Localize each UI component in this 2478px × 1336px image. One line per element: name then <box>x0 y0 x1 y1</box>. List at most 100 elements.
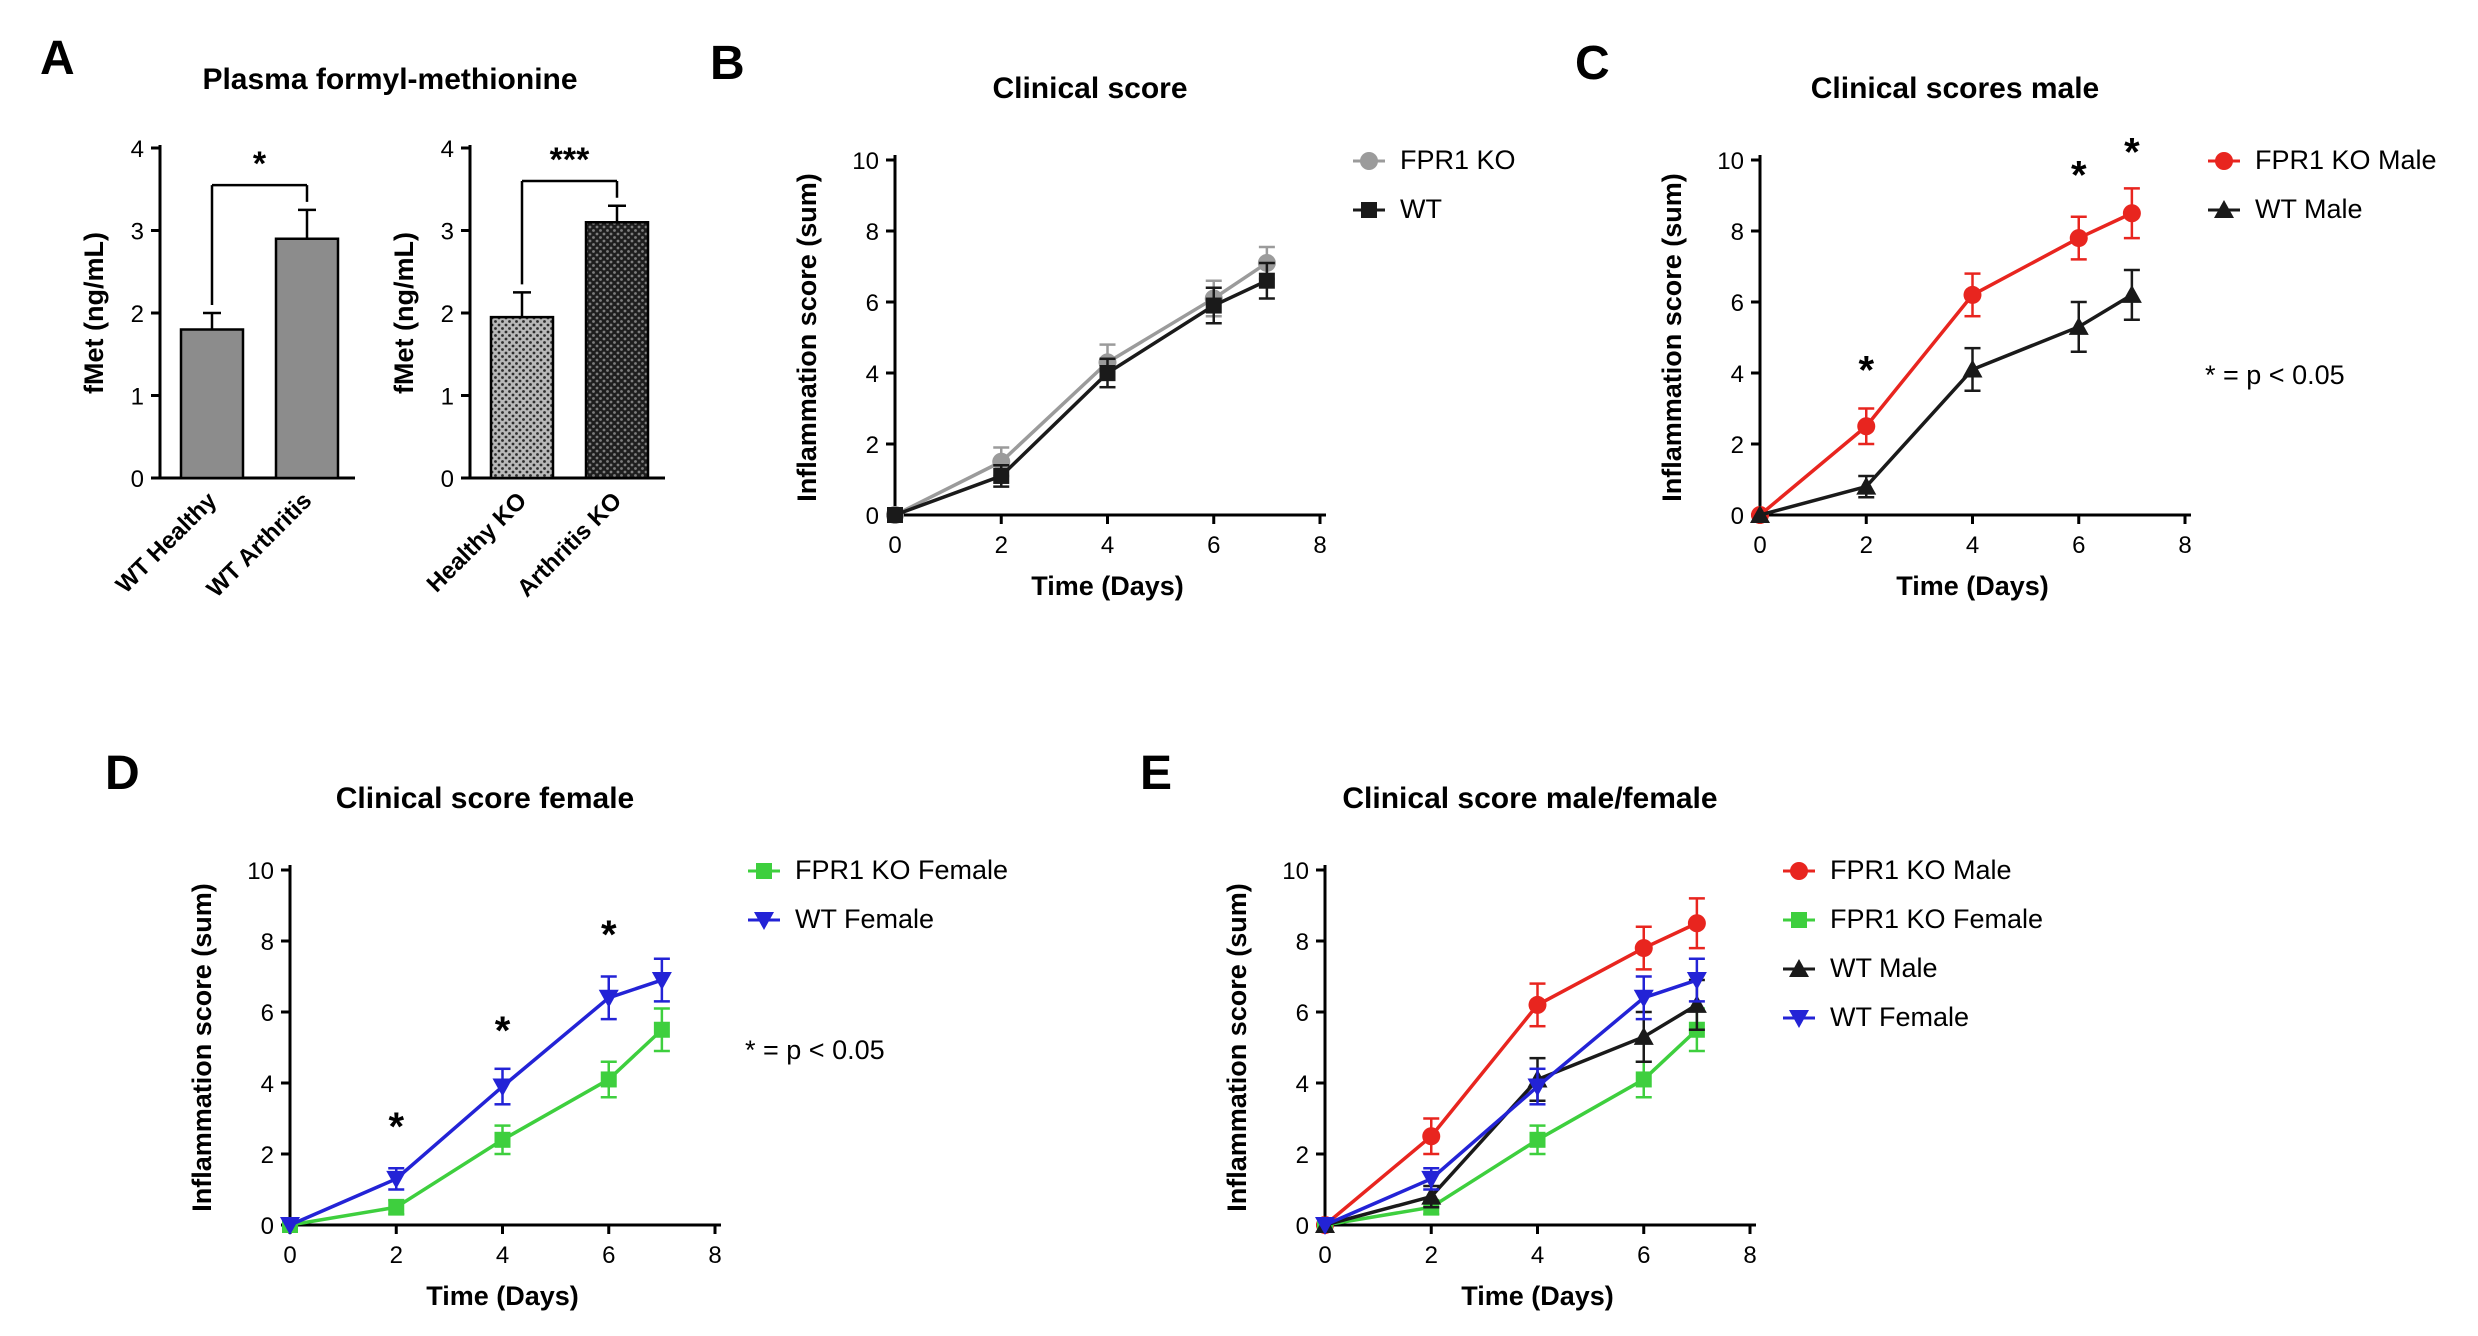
legend-label: FPR1 KO Male <box>2255 145 2437 175</box>
panel-a-title: Plasma formyl-methionine <box>202 63 578 96</box>
svg-text:8: 8 <box>1296 929 1309 956</box>
panel-c-title: Clinical scores male <box>1810 72 2100 105</box>
svg-text:Inflammation score (sum): Inflammation score (sum) <box>792 173 822 502</box>
legend-entry: FPR1 KO Male <box>2205 145 2437 176</box>
svg-text:*: * <box>253 145 267 183</box>
svg-text:*: * <box>2071 153 2087 197</box>
significance-note-female: * = p < 0.05 <box>745 1035 885 1065</box>
line-chart-clinical-score: 0 2 4 6 8 0 2 4 6 8 10 Time (Days) Inflammation scor… <box>792 148 1327 601</box>
legend-entry: FPR1 KO Female <box>1780 904 2043 935</box>
svg-text:6: 6 <box>866 290 879 317</box>
svg-text:fMet (ng/mL): fMet (ng/mL) <box>389 232 419 394</box>
svg-text:0: 0 <box>1753 532 1766 559</box>
legend-entry: WT <box>1350 194 1516 225</box>
square-marker-icon <box>1783 911 1815 928</box>
square-marker-icon <box>748 862 780 879</box>
svg-text:2: 2 <box>390 1242 403 1269</box>
svg-text:4: 4 <box>1531 1242 1544 1269</box>
panel-a-label: A <box>40 32 75 85</box>
svg-text:6: 6 <box>1296 1000 1309 1027</box>
svg-text:Time (Days): Time (Days) <box>1031 571 1184 601</box>
legend-clinical-scores-male: FPR1 KO Male WT Male <box>2205 145 2437 225</box>
legend-clinical-score: FPR1 KO WT <box>1350 145 1516 225</box>
legend-label: WT Male <box>2255 194 2363 224</box>
svg-text:2: 2 <box>131 301 144 328</box>
svg-text:6: 6 <box>1731 290 1744 317</box>
svg-text:0: 0 <box>1731 503 1744 530</box>
svg-text:0: 0 <box>131 466 144 493</box>
svg-text:Time (Days): Time (Days) <box>426 1281 579 1311</box>
panel-b: B Clinical score 0 2 4 6 8 0 2 4 6 8 10 Time (Days)… <box>700 30 1660 640</box>
svg-text:8: 8 <box>1743 1242 1756 1269</box>
panel-a: A Plasma formyl-methionine 0 1 2 3 4 fMet (ng… <box>30 25 710 650</box>
svg-text:2: 2 <box>1425 1242 1438 1269</box>
svg-text:8: 8 <box>708 1242 721 1269</box>
line-chart-clinical-score-male-female: 0 2 4 6 8 0 2 4 6 8 10 Time (Days) Inflammation scor… <box>1222 858 1757 1311</box>
circle-marker-icon <box>1353 151 1385 170</box>
panel-b-label: B <box>710 37 745 90</box>
triangle-up-marker-icon <box>2208 199 2240 218</box>
svg-text:3: 3 <box>131 219 144 246</box>
panel-e: E Clinical score male/female 0 2 4 6 8 0 2 4 6 8 1… <box>1130 740 2130 1336</box>
svg-text:4: 4 <box>1101 532 1114 559</box>
svg-text:0: 0 <box>888 532 901 559</box>
legend-entry: WT Male <box>1780 953 2043 984</box>
triangle-up-marker-icon <box>1783 958 1815 977</box>
svg-text:4: 4 <box>866 361 879 388</box>
legend-entry: WT Female <box>745 904 1008 935</box>
svg-text:***: *** <box>550 141 590 179</box>
legend-label: WT Female <box>1830 1002 1970 1032</box>
svg-text:0: 0 <box>283 1242 296 1269</box>
svg-text:4: 4 <box>131 136 144 163</box>
panel-c-label: C <box>1575 37 1610 90</box>
svg-text:6: 6 <box>2072 532 2085 559</box>
legend-entry: WT Female <box>1780 1002 2043 1033</box>
svg-text:*: * <box>495 1009 511 1053</box>
svg-text:Inflammation score (sum): Inflammation score (sum) <box>187 883 217 1212</box>
svg-text:Time (Days): Time (Days) <box>1896 571 2049 601</box>
svg-text:Inflammation score (sum): Inflammation score (sum) <box>1657 173 1687 502</box>
panel-d: D Clinical score female 0 2 4 6 8 0 2 4 6 8 10 Time… <box>95 740 1055 1336</box>
svg-text:2: 2 <box>1296 1142 1309 1169</box>
panel-d-label: D <box>105 747 140 800</box>
legend-label: FPR1 KO Female <box>795 855 1009 885</box>
triangle-down-marker-icon <box>1783 1009 1815 1028</box>
panel-d-title: Clinical score female <box>335 782 635 815</box>
svg-text:8: 8 <box>261 929 274 956</box>
significance-note-male: * = p < 0.05 <box>2205 360 2345 390</box>
line-chart-clinical-score-female: 0 2 4 6 8 0 2 4 6 8 10 Time (Days) Inflammation scor… <box>187 858 722 1311</box>
circle-marker-icon <box>2208 151 2240 170</box>
svg-text:8: 8 <box>2178 532 2191 559</box>
svg-text:2: 2 <box>1731 432 1744 459</box>
svg-text:2: 2 <box>1860 532 1873 559</box>
legend-entry: FPR1 KO Male <box>1780 855 2043 886</box>
svg-text:*: * <box>1858 349 1874 393</box>
svg-text:0: 0 <box>866 503 879 530</box>
legend-clinical-score-female: FPR1 KO Female WT Female <box>745 855 1008 935</box>
svg-text:8: 8 <box>1731 219 1744 246</box>
svg-text:8: 8 <box>1313 532 1326 559</box>
svg-text:4: 4 <box>496 1242 509 1269</box>
svg-text:8: 8 <box>866 219 879 246</box>
line-chart-clinical-scores-male: 0 2 4 6 8 0 2 4 6 8 10 Time (Days) Inflammation scor… <box>1657 130 2192 601</box>
square-marker-icon <box>1353 201 1385 218</box>
panel-b-title: Clinical score <box>992 72 1188 105</box>
svg-text:4: 4 <box>1966 532 1979 559</box>
legend-label: WT Female <box>795 904 935 934</box>
svg-text:10: 10 <box>247 858 274 885</box>
legend-clinical-score-male-female: FPR1 KO Male FPR1 KO Female WT Male WT Fema… <box>1780 855 2043 1033</box>
svg-text:Inflammation score (sum): Inflammation score (sum) <box>1222 883 1252 1212</box>
legend-entry: FPR1 KO <box>1350 145 1516 176</box>
legend-label: WT <box>1400 194 1442 224</box>
legend-label: FPR1 KO Female <box>1830 904 2044 934</box>
svg-text:1: 1 <box>441 384 454 411</box>
legend-entry: FPR1 KO Female <box>745 855 1008 886</box>
svg-text:6: 6 <box>602 1242 615 1269</box>
svg-text:*: * <box>388 1105 404 1149</box>
svg-text:10: 10 <box>1717 148 1744 175</box>
svg-text:0: 0 <box>261 1213 274 1240</box>
svg-text:Time (Days): Time (Days) <box>1461 1281 1614 1311</box>
circle-marker-icon <box>1783 861 1815 880</box>
